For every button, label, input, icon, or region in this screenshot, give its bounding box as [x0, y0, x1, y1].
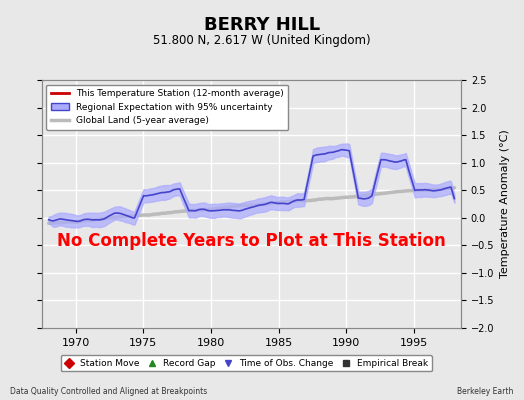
Legend: Station Move, Record Gap, Time of Obs. Change, Empirical Break: Station Move, Record Gap, Time of Obs. C… [61, 355, 432, 372]
Text: No Complete Years to Plot at This Station: No Complete Years to Plot at This Statio… [57, 232, 446, 250]
Text: BERRY HILL: BERRY HILL [204, 16, 320, 34]
Text: Data Quality Controlled and Aligned at Breakpoints: Data Quality Controlled and Aligned at B… [10, 387, 208, 396]
Y-axis label: Temperature Anomaly (°C): Temperature Anomaly (°C) [500, 130, 510, 278]
Legend: This Temperature Station (12-month average), Regional Expectation with 95% uncer: This Temperature Station (12-month avera… [47, 84, 289, 130]
Text: Berkeley Earth: Berkeley Earth [457, 387, 514, 396]
Text: 51.800 N, 2.617 W (United Kingdom): 51.800 N, 2.617 W (United Kingdom) [153, 34, 371, 47]
